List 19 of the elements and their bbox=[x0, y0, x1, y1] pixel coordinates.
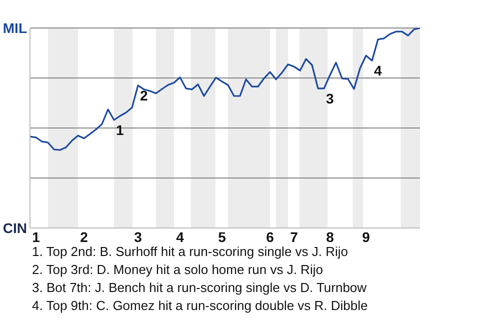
annotation: 1 bbox=[116, 122, 124, 138]
text: 4. Top 9th: C. Gomez hit a run-scoring double vs R. Dibble bbox=[32, 297, 368, 315]
x-tick-label: 3 bbox=[134, 228, 142, 245]
x-tick-label: 8 bbox=[326, 228, 334, 245]
x-tick-label: 4 bbox=[176, 228, 184, 245]
annotation: 4 bbox=[374, 62, 382, 79]
text: CIN bbox=[2, 220, 27, 236]
text: 2. Top 3rd: D. Money hit a solo home run vs J. Rijo bbox=[32, 261, 324, 279]
x-tick-label: 5 bbox=[218, 228, 226, 245]
x-tick-label: 1 bbox=[32, 228, 40, 245]
text: MIL bbox=[2, 20, 28, 36]
x-tick-label: 7 bbox=[290, 228, 298, 245]
text: 1. Top 2nd: B. Surhoff hit a run-scoring single vs J. Rijo bbox=[32, 243, 350, 261]
x-tick-label: 6 bbox=[266, 228, 274, 245]
annotation: 2 bbox=[140, 87, 148, 104]
text: 3. Bot 7th: J. Bench hit a run-scoring single vs D. Turnbow bbox=[32, 279, 368, 297]
x-tick-label: 9 bbox=[362, 228, 370, 245]
x-tick-label: 2 bbox=[80, 228, 88, 245]
annotation: 3 bbox=[326, 90, 334, 106]
